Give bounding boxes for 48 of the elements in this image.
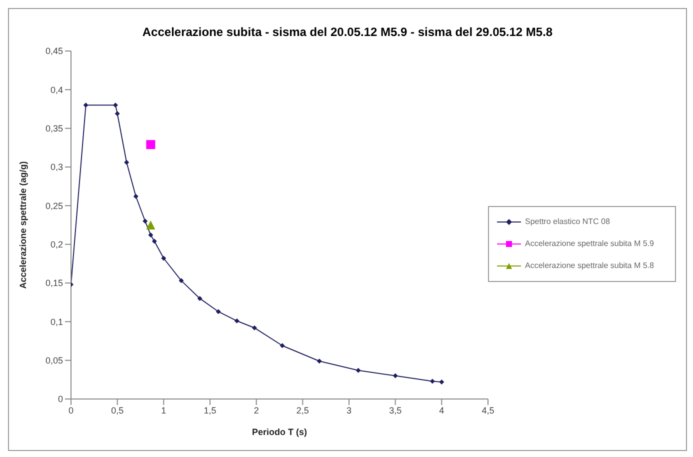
point	[112, 102, 118, 108]
point	[280, 343, 285, 348]
y-tick-label: 0,15	[45, 278, 63, 288]
point	[316, 358, 322, 364]
y-tick-label: 0,05	[45, 356, 63, 366]
y-tick-label: 0,45	[45, 46, 63, 56]
x-tick-label: 2	[254, 405, 259, 416]
point	[197, 296, 202, 301]
point	[439, 379, 444, 384]
y-axis-title: Accelerazione spettrale (ag/g)	[18, 161, 28, 289]
point	[146, 220, 156, 230]
point	[124, 160, 130, 165]
point	[152, 238, 157, 244]
point	[148, 232, 154, 238]
point	[392, 373, 398, 378]
x-tick-label: 0	[68, 405, 74, 416]
x-tick-label: 1	[161, 405, 166, 416]
point	[83, 102, 88, 108]
y-tick-label: 0,35	[45, 124, 63, 134]
point	[142, 218, 148, 224]
y-tick-label: 0,3	[50, 162, 63, 172]
y-tick-label: 0,4	[50, 84, 63, 95]
point	[114, 111, 120, 116]
y-tick-label: 0	[58, 394, 63, 404]
legend-label: Accelerazione spettrale subita M 5.9	[525, 238, 654, 250]
point	[252, 325, 257, 330]
x-tick-label: 3	[346, 405, 352, 416]
x-tick-label: 2,5	[296, 405, 309, 416]
x-tick-label: 4,5	[482, 405, 494, 416]
y-tick-label: 0,25	[45, 200, 63, 211]
point	[161, 256, 166, 261]
legend-label: Accelerazione spettrale subita M 5.8	[525, 260, 654, 272]
point	[356, 368, 361, 373]
x-tick-label: 3,5	[389, 405, 402, 416]
x-tick-label: 0,5	[111, 405, 124, 416]
point	[178, 278, 184, 284]
x-tick-label: 4	[439, 405, 444, 416]
y-tick-label: 0,1	[50, 316, 63, 327]
point	[133, 194, 138, 199]
x-axis-title: Periodo T (s)	[252, 427, 308, 437]
y-tick-label: 0,2	[50, 240, 63, 250]
chart-title: Accelerazione subita - sisma del 20.05.12 M5.9 - sisma del 29.05.12 M5.8	[141, 24, 554, 39]
point	[234, 318, 240, 324]
point	[216, 309, 221, 314]
x-tick-label: 1,5	[204, 405, 216, 416]
legend-label: Spettro elastico NTC 08	[525, 216, 610, 228]
point	[146, 140, 156, 150]
point	[430, 378, 435, 384]
